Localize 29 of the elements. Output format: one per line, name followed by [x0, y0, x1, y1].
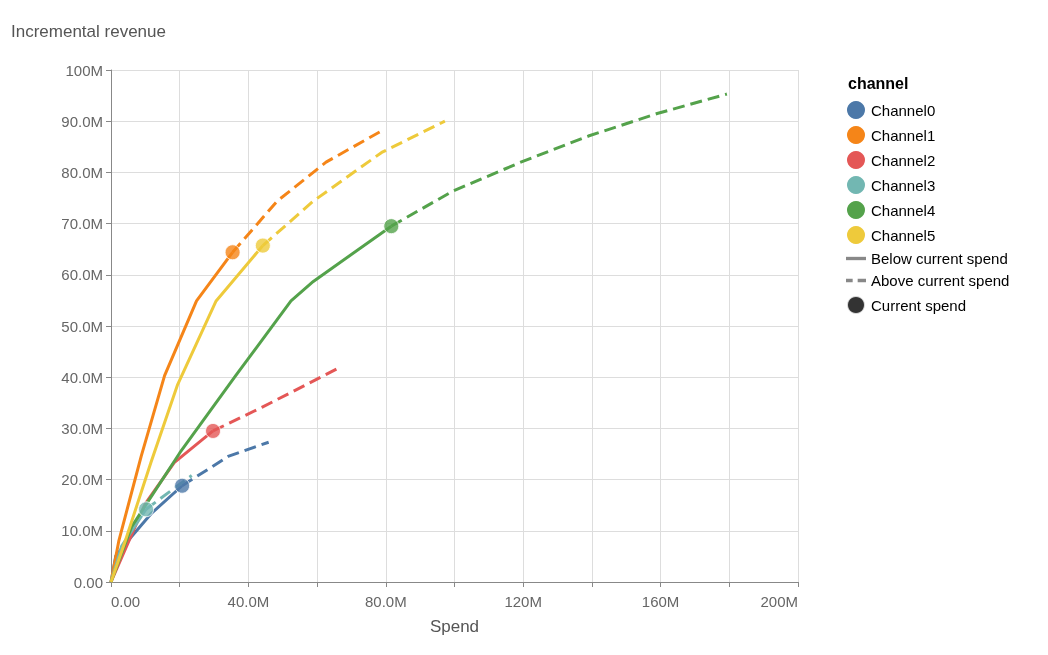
legend-label: Channel3	[871, 176, 936, 194]
legend-label: Channel4	[871, 201, 936, 219]
legend-label: Channel0	[871, 101, 936, 119]
x-tick-label: 200M	[760, 593, 798, 610]
x-tick-label: 160M	[641, 593, 680, 610]
y-tick-label: 70.0M	[61, 215, 103, 233]
y-tick-label: 20.0M	[61, 471, 103, 489]
y-axis-title: Incremental revenue	[11, 22, 166, 41]
legend-label: Below current spend	[871, 250, 1008, 267]
legend-label: Channel1	[871, 126, 936, 144]
y-tick-label: 40.0M	[61, 368, 103, 386]
legend-label: Above current spend	[871, 272, 1010, 289]
legend-title: channel	[848, 74, 909, 92]
y-tick-label: 90.0M	[61, 112, 103, 130]
x-tick-label: 120M	[504, 593, 542, 610]
y-tick-label: 50.0M	[61, 317, 103, 335]
y-tick-label: 0.00	[73, 573, 103, 591]
x-tick-label: 40.0M	[227, 593, 270, 610]
y-tick-label: 60.0M	[61, 266, 103, 284]
x-tick-label: 0.00	[111, 593, 141, 610]
y-tick-label: 30.0M	[61, 419, 103, 437]
legend-label: Current spend	[871, 296, 967, 314]
y-tick-label: 100M	[65, 61, 103, 79]
x-axis-title: Spend	[429, 617, 480, 636]
legend-label: Channel5	[871, 226, 936, 244]
y-tick-label: 80.0M	[61, 163, 103, 181]
legend-label: Channel2	[871, 151, 936, 169]
x-tick-label: 80.0M	[364, 593, 407, 610]
y-tick-label: 10.0M	[61, 522, 103, 540]
